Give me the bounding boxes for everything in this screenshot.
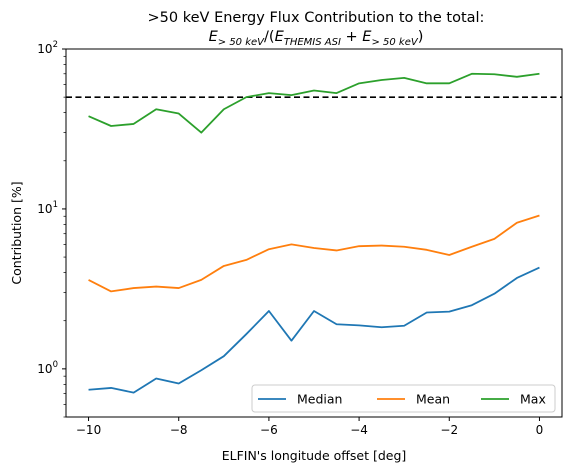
legend-label-median: Median [297, 392, 342, 407]
x-tick-label: −10 [76, 423, 101, 437]
legend: Median Mean Max [251, 384, 556, 413]
chart-title-line1: >50 keV Energy Flux Contribution to the … [148, 10, 485, 26]
y-tick-label: 100 [37, 360, 58, 376]
plot-frame [65, 48, 563, 418]
series-line-max [88, 72, 540, 134]
series-line-mean [88, 214, 540, 293]
x-axis-ticks: −10 −8 −6 −4 −2 0 [76, 417, 543, 437]
x-tick-label: 0 [536, 423, 544, 437]
y-axis-label: Contribution [%] [9, 181, 24, 284]
series-lines [88, 72, 540, 394]
y-axis-ticks: 100 101 102 [37, 40, 66, 418]
x-tick-label: −4 [350, 423, 368, 437]
y-tick-label: 101 [37, 200, 58, 216]
x-axis-label: ELFIN's longitude offset [deg] [222, 448, 407, 463]
x-tick-label: −6 [260, 423, 278, 437]
y-tick-label: 102 [37, 40, 58, 56]
legend-label-max: Max [520, 392, 546, 407]
series-line-median [88, 266, 540, 394]
x-tick-label: −8 [170, 423, 188, 437]
legend-label-mean: Mean [416, 392, 450, 407]
chart-title-line2: E> 50 keV/(ETHEMIS ASI + E> 50 keV) [209, 29, 424, 48]
x-tick-label: −2 [440, 423, 458, 437]
